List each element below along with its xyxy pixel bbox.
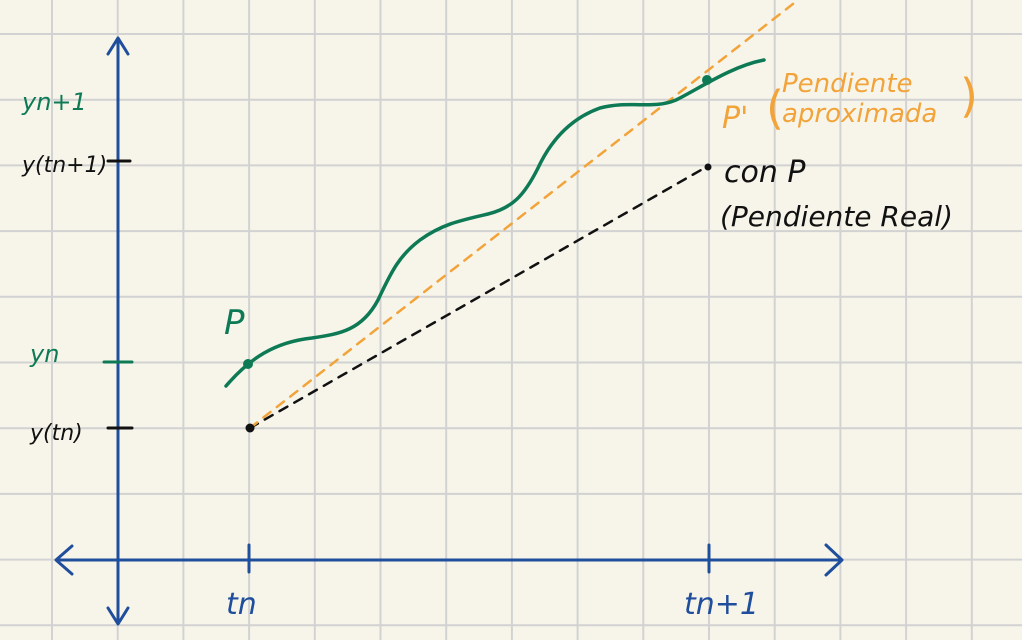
label-con-p: con P xyxy=(724,155,806,190)
x-axis-left-arrow-icon xyxy=(54,544,74,576)
label-y-tn: y(tn) xyxy=(29,421,83,446)
x-axis-right-arrow-icon xyxy=(824,543,844,577)
paren-open-approx: ( xyxy=(766,81,784,135)
point-p xyxy=(243,359,253,369)
label-aproximada: aproximada xyxy=(782,99,937,129)
point-real-end xyxy=(704,163,712,171)
point-start xyxy=(245,423,255,433)
label-p-prime: P' xyxy=(722,101,748,136)
label-t-n: tn xyxy=(226,587,257,622)
y-axis-down-arrow-icon xyxy=(106,606,130,626)
approx-slope-line xyxy=(248,0,800,430)
label-y-n1: yn+1 xyxy=(21,88,87,116)
label-p: P xyxy=(224,303,245,343)
y-axis xyxy=(106,36,130,626)
label-pendiente-aprox: Pendiente xyxy=(782,69,913,99)
label-pendiente-real: (Pendiente Real) xyxy=(720,200,953,233)
label-y-tn1: y(tn+1) xyxy=(21,153,107,178)
label-t-n1: tn+1 xyxy=(684,587,759,622)
real-slope-line xyxy=(248,164,710,430)
y-axis-up-arrow-icon xyxy=(106,36,130,56)
point-p-prime xyxy=(702,75,712,85)
label-y-n: yn xyxy=(29,340,59,368)
axis-ticks xyxy=(102,159,711,574)
x-axis xyxy=(54,543,844,577)
paren-close-approx: ) xyxy=(960,69,978,123)
solution-curve xyxy=(224,58,766,388)
